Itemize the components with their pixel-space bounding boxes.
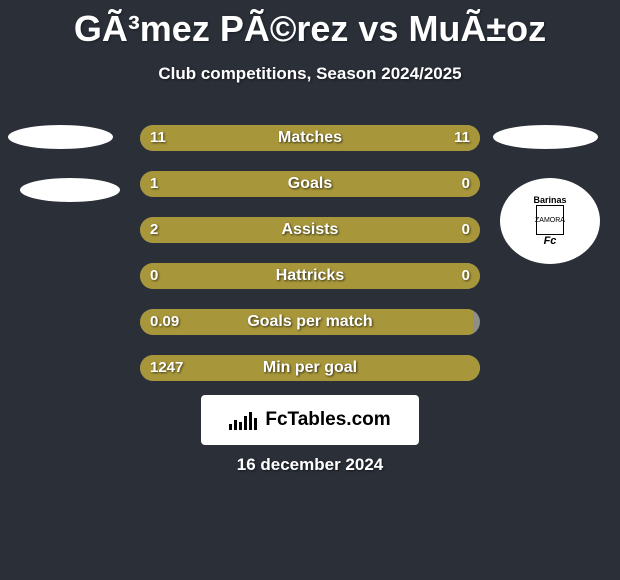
logo-text: FcTables.com xyxy=(265,409,390,431)
player2-flag xyxy=(493,125,598,149)
logo-bars-icon xyxy=(229,410,257,430)
stat-row: 1247Min per goal xyxy=(140,355,480,381)
date-label: 16 december 2024 xyxy=(0,455,620,475)
badge-city: Barinas xyxy=(533,195,566,205)
stat-label: Matches xyxy=(140,125,480,151)
fctables-logo: FcTables.com xyxy=(201,395,419,445)
stat-row: 1111Matches xyxy=(140,125,480,151)
stat-label: Min per goal xyxy=(140,355,480,381)
stat-label: Hattricks xyxy=(140,263,480,289)
stat-label: Assists xyxy=(140,217,480,243)
page-title: GÃ³mez PÃ©rez vs MuÃ±oz xyxy=(0,0,620,50)
player1-club-badge xyxy=(20,178,120,202)
comparison-chart: 1111Matches 10Goals 20Assists 00Hattricks 0.… xyxy=(140,125,480,401)
stat-row: 0.09Goals per match xyxy=(140,309,480,335)
stat-row: 20Assists xyxy=(140,217,480,243)
stat-label: Goals per match xyxy=(140,309,480,335)
stat-row: 00Hattricks xyxy=(140,263,480,289)
player1-flag xyxy=(8,125,113,149)
stat-row: 10Goals xyxy=(140,171,480,197)
badge-fc: Fc xyxy=(544,235,557,247)
stat-label: Goals xyxy=(140,171,480,197)
subtitle: Club competitions, Season 2024/2025 xyxy=(0,64,620,84)
player2-club-badge: Barinas ZAMORA Fc xyxy=(500,178,600,264)
badge-shield-icon: ZAMORA xyxy=(536,205,564,235)
